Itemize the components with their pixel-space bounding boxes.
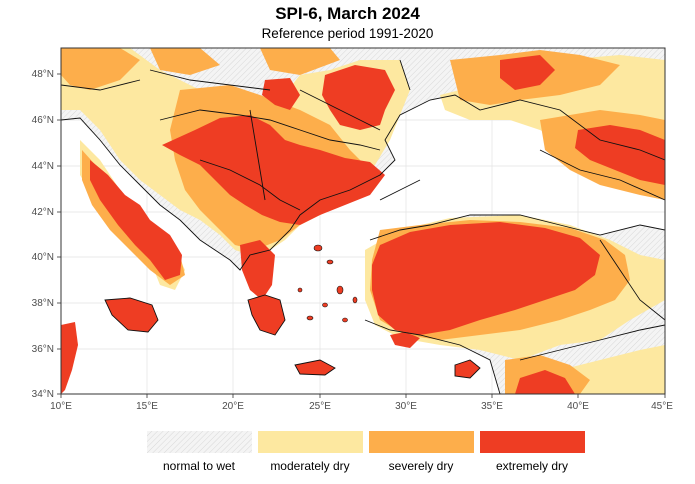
lat-tick-label: 34°N — [32, 389, 54, 400]
aegean-islands — [297, 244, 358, 323]
legend-label-extreme: extremely dry — [496, 459, 568, 473]
lon-tick-label: 20°E — [222, 401, 244, 412]
map-title: SPI-6, March 2024 — [275, 4, 420, 23]
lat-tick-label: 36°N — [32, 344, 54, 355]
legend: normal to wet moderately dry severely dr… — [147, 431, 585, 473]
map-panel — [61, 48, 665, 394]
lat-tick-label: 46°N — [32, 115, 54, 126]
legend-swatch-normal — [147, 431, 252, 453]
land-extremely-dry — [61, 55, 665, 394]
legend-swatch-moderate — [258, 431, 363, 453]
country-borders — [61, 59, 665, 394]
legend-label-normal: normal to wet — [163, 459, 236, 473]
legend-label-severe: severely dry — [389, 459, 454, 473]
legend-swatch-severe — [369, 431, 474, 453]
lon-tick-label: 10°E — [50, 401, 72, 412]
lon-tick-label: 35°E — [481, 401, 503, 412]
map-subtitle: Reference period 1991-2020 — [261, 26, 434, 41]
lon-tick-label: 15°E — [136, 401, 158, 412]
map-frame — [60, 47, 666, 395]
legend-swatch-extreme — [480, 431, 585, 453]
lat-tick-label: 40°N — [32, 252, 54, 263]
lat-tick-label: 44°N — [32, 161, 54, 172]
lon-axis: 10°E 15°E 20°E 25°E 30°E 35°E 40°E 45°E — [50, 394, 673, 412]
lon-tick-label: 45°E — [651, 401, 673, 412]
legend-label-moderate: moderately dry — [270, 459, 349, 473]
lat-axis: 34°N 36°N 38°N 40°N 42°N 44°N 46°N 48°N — [32, 69, 61, 400]
lon-tick-label: 40°E — [567, 401, 589, 412]
lon-tick-label: 30°E — [395, 401, 417, 412]
lat-tick-label: 48°N — [32, 69, 54, 80]
lat-tick-label: 38°N — [32, 298, 54, 309]
lat-tick-label: 42°N — [32, 207, 54, 218]
lon-tick-label: 25°E — [309, 401, 331, 412]
